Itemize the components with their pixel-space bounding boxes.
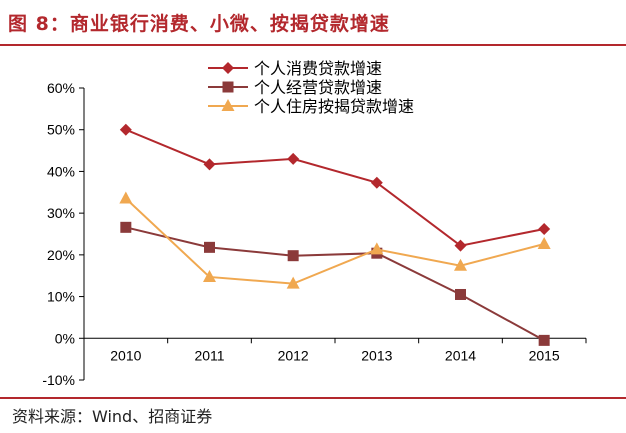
data-point — [455, 288, 466, 300]
y-tick-label: 20% — [47, 247, 75, 263]
title-divider — [0, 44, 626, 46]
source-divider — [0, 397, 626, 399]
data-point — [370, 176, 383, 189]
data-point — [119, 123, 132, 136]
x-tick-label: 2015 — [529, 347, 560, 363]
data-point — [203, 269, 216, 282]
data-point — [454, 258, 467, 271]
series-line — [125, 226, 545, 342]
data-point — [287, 250, 299, 262]
chart-axes: -10% 0% 10% 20% 30% 40% 50% 60% 2010 2011 2012 2013… — [42, 80, 587, 388]
series-1 — [119, 123, 551, 252]
y-tick-label: 50% — [47, 122, 75, 138]
y-tick-label: 30% — [47, 205, 75, 221]
y-tick-label: 10% — [47, 289, 75, 305]
figure-title: 图 8：商业银行消费、小微、按揭贷款增速 — [8, 13, 390, 35]
series-line — [125, 197, 545, 285]
data-point — [120, 221, 132, 233]
legend-marker — [222, 81, 234, 93]
y-tick-label: 0% — [55, 330, 75, 346]
x-tick-label: 2011 — [194, 347, 224, 363]
legend-item-2: 个人经营贷款增速 — [208, 79, 382, 97]
data-point — [203, 158, 216, 171]
data-point — [454, 239, 467, 252]
x-tick-label: 2012 — [278, 347, 309, 363]
data-point — [537, 237, 551, 250]
data-point — [370, 242, 384, 255]
data-point — [286, 276, 300, 289]
y-tick-label: 60% — [47, 80, 75, 96]
data-point — [538, 222, 551, 235]
legend-marker — [222, 62, 234, 74]
x-tick-label: 2013 — [361, 347, 392, 363]
legend-item-3: 个人住房按揭贷款增速 — [208, 98, 414, 116]
legend-marker — [221, 99, 235, 111]
series-line — [125, 128, 545, 247]
series-3 — [119, 191, 551, 289]
x-tick-label: 2014 — [445, 347, 476, 363]
data-point — [287, 152, 300, 165]
y-tick-label: -10% — [42, 372, 75, 388]
data-point — [119, 191, 133, 204]
legend-label: 个人消费贷款增速 — [254, 60, 382, 78]
x-tick-label: 2010 — [110, 347, 141, 363]
chart-series — [119, 123, 551, 346]
line-chart: -10% 0% 10% 20% 30% 40% 50% 60% 2010 2011 2012 2013… — [42, 60, 587, 388]
legend-label: 个人经营贷款增速 — [254, 79, 382, 97]
data-point — [204, 241, 215, 253]
source-note: 资料来源：Wind、招商证券 — [12, 407, 213, 426]
y-tick-label: 40% — [47, 163, 75, 179]
data-point — [538, 334, 550, 346]
legend-item-1: 个人消费贷款增速 — [208, 60, 382, 78]
legend-label: 个人住房按揭贷款增速 — [254, 98, 414, 116]
